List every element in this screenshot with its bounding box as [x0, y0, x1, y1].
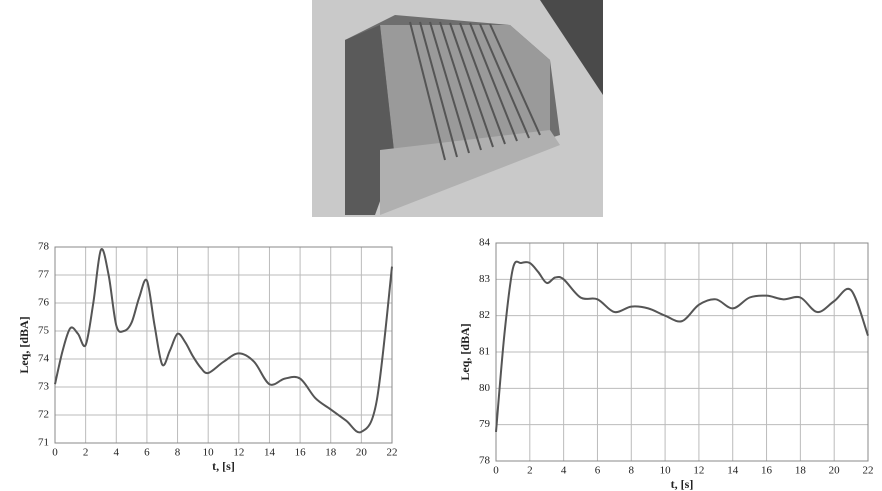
x-axis-title: t, [s]: [671, 477, 694, 491]
y-tick-label: 84: [479, 237, 491, 249]
x-tick-label: 12: [233, 447, 244, 459]
x-tick-label: 18: [795, 465, 807, 477]
y-tick-label: 83: [479, 273, 491, 285]
x-tick-label: 14: [727, 465, 739, 477]
y-axis-title: Leq, [dBA]: [458, 323, 472, 380]
groove: [409, 21, 446, 161]
x-tick-label: 20: [829, 465, 841, 477]
x-tick-label: 6: [144, 447, 150, 459]
y-tick-label: 71: [38, 437, 49, 449]
x-axis-title: t, [s]: [212, 459, 235, 473]
x-tick-label: 10: [203, 447, 215, 459]
x-tick-label: 16: [295, 447, 307, 459]
data-line: [495, 260, 869, 433]
groove: [479, 23, 530, 139]
y-tick-label: 78: [38, 241, 50, 253]
x-tick-label: 20: [356, 447, 368, 459]
x-tick-label: 6: [595, 465, 601, 477]
grooves: [409, 21, 541, 161]
y-tick-label: 78: [479, 455, 491, 467]
data-line: [54, 248, 393, 434]
y-tick-label: 73: [38, 381, 50, 393]
y-tick-label: 75: [38, 325, 50, 337]
groove: [439, 21, 482, 151]
x-tick-label: 22: [387, 447, 398, 459]
groove: [459, 22, 506, 145]
y-tick-label: 72: [38, 409, 49, 421]
photo: [312, 0, 603, 217]
x-tick-label: 0: [52, 447, 58, 459]
x-tick-label: 10: [660, 465, 672, 477]
y-tick-label: 82: [479, 309, 490, 321]
groove: [469, 22, 518, 142]
x-tick-label: 2: [527, 465, 533, 477]
y-tick-label: 76: [38, 297, 50, 309]
plot-frame: [495, 242, 869, 462]
x-tick-label: 8: [175, 447, 181, 459]
x-tick-label: 4: [561, 465, 567, 477]
x-tick-label: 8: [629, 465, 635, 477]
y-tick-label: 80: [479, 382, 491, 394]
x-tick-label: 14: [264, 447, 276, 459]
y-tick-label: 79: [479, 418, 491, 430]
block-front: [380, 130, 560, 215]
groove: [419, 21, 458, 158]
x-tick-label: 4: [114, 447, 120, 459]
y-tick-label: 74: [38, 353, 50, 365]
y-tick-label: 81: [479, 346, 490, 358]
plot-frame: [54, 246, 393, 444]
groove: [489, 23, 541, 136]
x-tick-label: 12: [693, 465, 704, 477]
x-tick-label: 18: [325, 447, 337, 459]
y-tick-label: 77: [38, 269, 50, 281]
groove: [429, 21, 470, 154]
groove: [449, 22, 494, 148]
photo-shadow: [540, 0, 603, 95]
x-tick-label: 0: [493, 465, 499, 477]
x-tick-label: 16: [761, 465, 773, 477]
x-tick-label: 2: [83, 447, 89, 459]
y-axis-title: Leq, [dBA]: [17, 316, 31, 373]
x-tick-label: 22: [863, 465, 874, 477]
